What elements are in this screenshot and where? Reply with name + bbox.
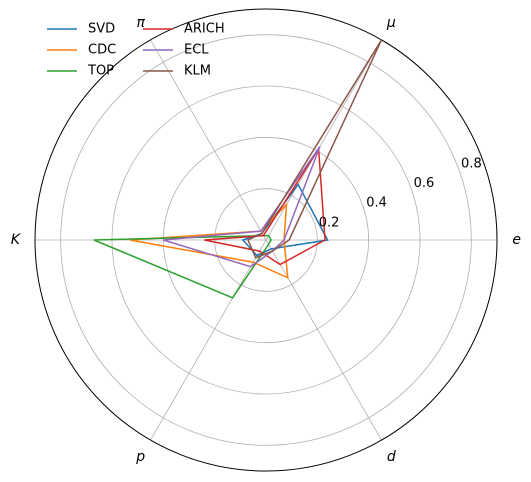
radar-series [93, 39, 383, 299]
legend: SVD CDC TOP ARICH ECL KLM [47, 22, 225, 79]
axis-label: p [135, 449, 145, 465]
legend-item: CDC [47, 43, 116, 58]
radial-tick-label: 0.8 [461, 156, 482, 171]
legend-label: TOP [87, 64, 114, 79]
axis-label: d [387, 449, 396, 465]
series-svd [241, 182, 329, 257]
legend-label: KLM [184, 64, 211, 79]
legend-label: CDC [88, 43, 116, 58]
axis-label: μ [386, 15, 396, 31]
radar-grid [34, 8, 498, 472]
radial-tick-label: 0.4 [366, 196, 387, 211]
radial-tick-label: 0.6 [414, 176, 435, 191]
legend-label: SVD [88, 22, 115, 37]
legend-item: KLM [143, 64, 211, 79]
series-cdc [129, 202, 289, 280]
legend-item: ECL [143, 43, 209, 58]
axis-label: K [11, 232, 22, 248]
legend-item: SVD [47, 22, 115, 37]
axis-label: e [512, 232, 521, 248]
radar-labels: e μ π Kp d 0.2 0.4 0.6 0.8 [11, 15, 521, 465]
axis-spoke [150, 39, 267, 241]
series-ecl [163, 146, 321, 268]
axis-spoke [150, 239, 267, 441]
legend-item: ARICH [143, 22, 225, 37]
legend-item: TOP [47, 64, 114, 79]
legend-label: ARICH [184, 22, 225, 37]
radial-tick-label: 0.2 [319, 215, 340, 230]
legend-label: ECL [184, 43, 209, 58]
series-top [93, 234, 272, 299]
axis-label: π [136, 15, 145, 31]
axis-spoke [265, 239, 382, 441]
series-klm [247, 39, 383, 259]
outer-frame [34, 8, 498, 472]
